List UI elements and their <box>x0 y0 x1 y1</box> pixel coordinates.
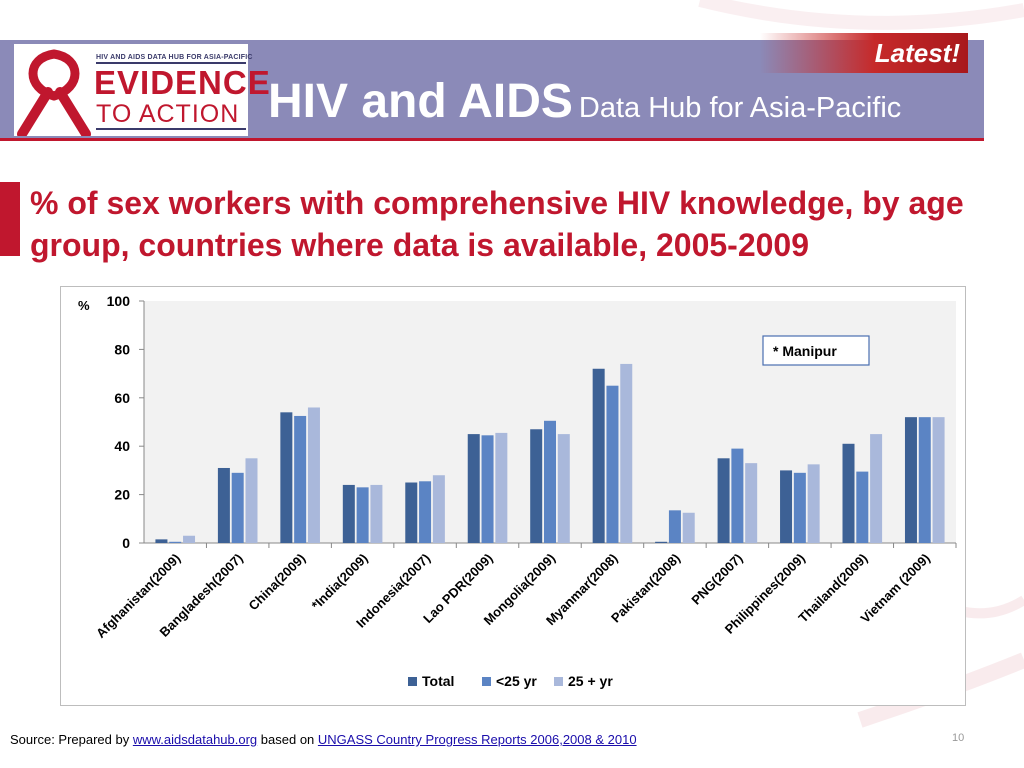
y-tick-label: 0 <box>122 535 130 551</box>
logo-to-action: TO ACTION <box>96 100 240 128</box>
y-tick-label: 40 <box>114 438 130 454</box>
bar <box>807 464 820 543</box>
bar <box>419 481 432 543</box>
y-axis-label: % <box>78 298 90 313</box>
bar <box>356 487 369 543</box>
legend-label: 25 + yr <box>568 673 613 689</box>
page-number: 10 <box>952 732 965 744</box>
bar <box>495 432 508 543</box>
bar <box>405 482 418 543</box>
bar <box>668 510 681 543</box>
bar <box>544 420 556 543</box>
bar <box>592 368 605 543</box>
bar <box>606 385 619 543</box>
title-sub: Data Hub for Asia-Pacific <box>578 92 902 124</box>
title-main: HIV and AIDS <box>268 75 573 128</box>
bar <box>294 415 307 543</box>
bar <box>856 471 869 543</box>
logo-rule-bottom <box>96 128 246 130</box>
latest-badge[interactable]: Latest! <box>760 33 968 73</box>
logo-evidence: EVIDENCE <box>94 64 271 101</box>
bar <box>481 435 494 543</box>
title-accent-bar <box>0 182 20 256</box>
bar <box>280 412 293 543</box>
bar <box>918 417 931 543</box>
ungass-reports-link[interactable]: UNGASS Country Progress Reports 2006,200… <box>317 732 637 747</box>
bar <box>231 472 244 543</box>
bar <box>217 467 230 543</box>
annotation-box <box>762 335 870 366</box>
legend-swatch <box>482 677 491 686</box>
bar <box>245 458 258 543</box>
legend-swatch <box>408 677 417 686</box>
legend-label: <25 yr <box>496 673 537 689</box>
bar <box>467 434 480 543</box>
source-prefix: Source: Prepared by <box>10 732 133 747</box>
slide-title: % of sex workers with comprehensive HIV … <box>30 185 964 263</box>
x-tick-label: China(2009) <box>246 551 309 614</box>
annotation-label: * Manipur <box>773 343 837 359</box>
bar <box>904 417 917 543</box>
bar <box>717 458 730 543</box>
legend-swatch <box>554 677 563 686</box>
logo-rule-top <box>96 62 246 64</box>
bar <box>655 541 668 543</box>
bar <box>932 417 945 543</box>
bar <box>745 463 758 543</box>
header-divider <box>0 138 984 141</box>
source-note: Source: Prepared by www.aidsdatahub.org … <box>10 732 637 747</box>
legend-label: Total <box>422 673 454 689</box>
page-title: HIV and AIDS Data Hub for Asia-Pacific <box>268 74 901 129</box>
y-tick-label: 60 <box>114 390 130 406</box>
bar <box>620 363 633 543</box>
bar <box>557 434 570 543</box>
bar <box>342 484 355 543</box>
y-tick-label: 100 <box>107 293 131 309</box>
bar <box>530 429 543 543</box>
logo-tagline: HIV AND AIDS DATA HUB FOR ASIA-PACIFIC <box>96 54 253 61</box>
y-tick-label: 20 <box>114 487 130 503</box>
red-ribbon-icon <box>17 49 91 136</box>
bar <box>731 448 744 543</box>
evidence-to-action-logo: HIV AND AIDS DATA HUB FOR ASIA-PACIFIC E… <box>14 44 270 136</box>
x-tick-label: PNG(2007) <box>688 551 745 608</box>
bar <box>370 484 383 543</box>
aidsdatahub-link[interactable]: www.aidsdatahub.org <box>132 732 258 747</box>
bar <box>870 434 883 543</box>
bar <box>169 541 182 543</box>
bar <box>155 539 168 543</box>
bar <box>682 512 695 543</box>
x-tick-label: *India(2009) <box>309 551 371 613</box>
source-mid: based on <box>257 732 318 747</box>
bar-chart: 020406080100%Afghanistan(2009)Bangladesh… <box>78 293 957 689</box>
bar <box>793 472 806 543</box>
y-tick-label: 80 <box>114 341 130 357</box>
bar <box>842 443 855 543</box>
bar <box>307 407 320 543</box>
bar <box>432 475 445 543</box>
bar <box>780 470 793 543</box>
bar <box>183 535 196 543</box>
